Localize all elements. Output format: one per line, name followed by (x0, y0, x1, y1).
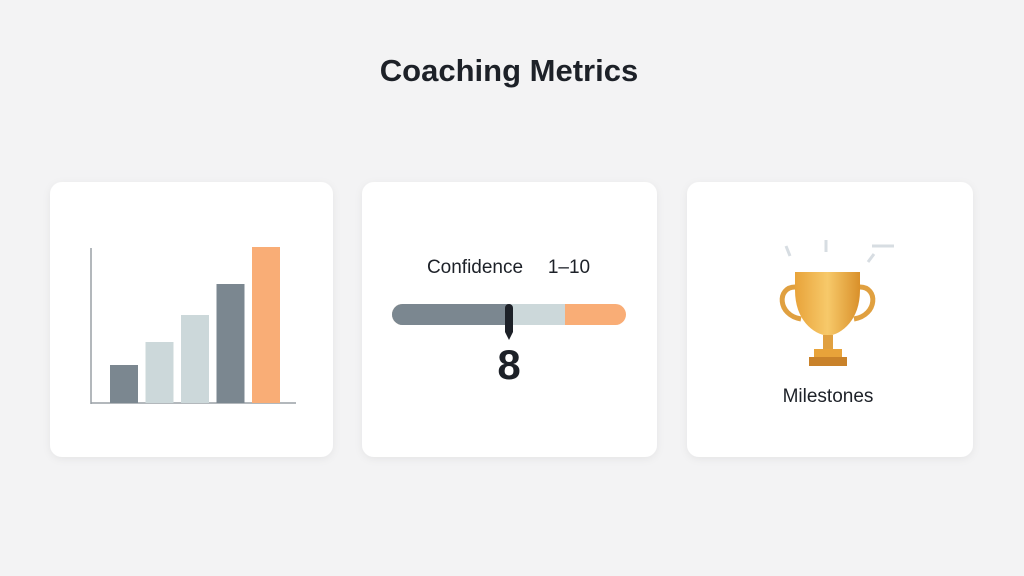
trophy-icon (779, 240, 894, 366)
gauge-value: 8 (497, 341, 520, 388)
milestones-label: Milestones (783, 386, 874, 407)
gauge (392, 304, 626, 340)
gauge-low (392, 304, 510, 325)
bar (216, 284, 245, 403)
gauge-range: 1–10 (548, 257, 590, 278)
bar (181, 315, 209, 403)
gauge-pointer (505, 304, 513, 340)
bar-chart (90, 247, 296, 404)
bar (145, 342, 174, 403)
bar (252, 247, 280, 403)
bar (110, 365, 138, 403)
gauge-label: Confidence (427, 257, 523, 278)
page-title: Coaching Metrics (380, 53, 638, 88)
